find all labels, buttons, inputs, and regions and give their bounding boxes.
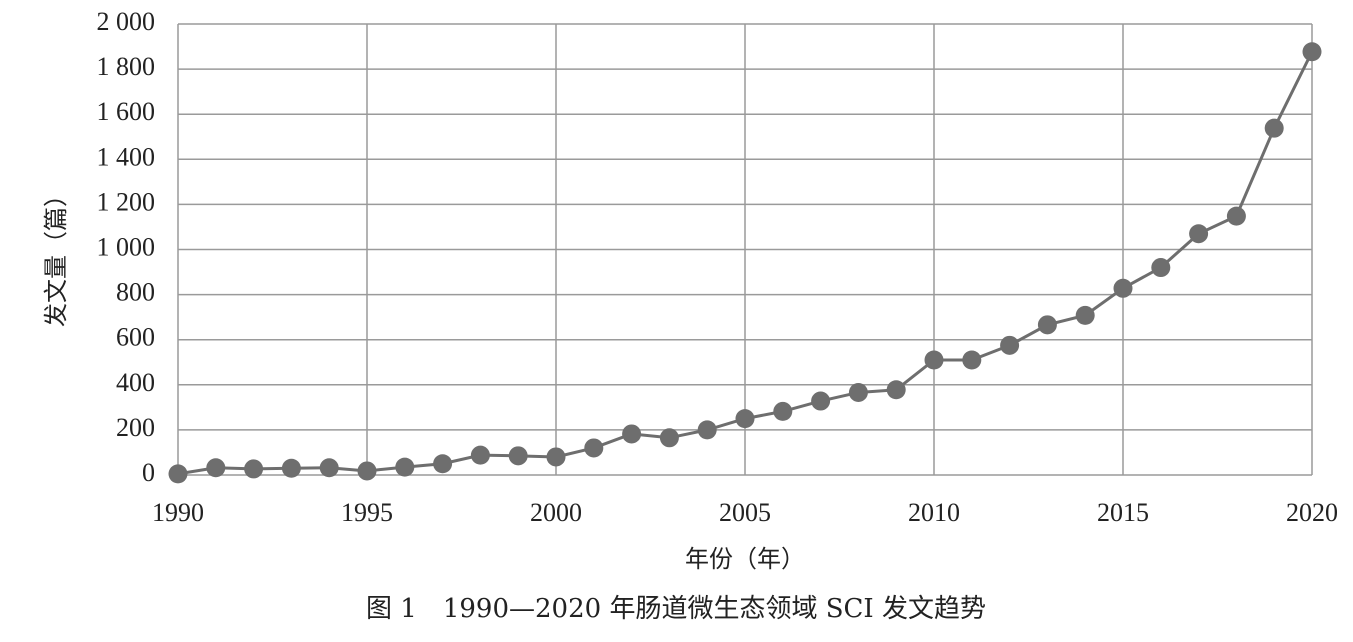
data-point-2012 — [1000, 335, 1020, 355]
y-tick-label: 600 — [116, 323, 155, 352]
x-tick-label: 2015 — [1097, 498, 1149, 527]
y-tick-label: 0 — [142, 458, 155, 487]
data-point-1994 — [319, 458, 339, 478]
data-point-1990 — [168, 464, 188, 484]
data-point-1998 — [470, 445, 490, 465]
x-tick-label: 2010 — [908, 498, 960, 527]
y-tick-label: 800 — [116, 278, 155, 307]
y-tick-label: 2 000 — [97, 7, 156, 36]
data-point-2000 — [546, 447, 566, 467]
data-point-2013 — [1037, 315, 1057, 335]
data-point-2015 — [1113, 278, 1133, 298]
data-point-2008 — [848, 382, 868, 402]
y-tick-label: 1 800 — [97, 52, 156, 81]
data-point-2017 — [1189, 224, 1209, 244]
x-tick-label: 1990 — [152, 498, 204, 527]
data-point-2005 — [735, 409, 755, 429]
x-tick-label: 2000 — [530, 498, 582, 527]
data-point-2020 — [1302, 42, 1322, 62]
gridlines — [177, 23, 1313, 476]
data-point-2010 — [924, 350, 944, 370]
data-point-1999 — [508, 446, 528, 466]
x-axis-label: 年份（年） — [685, 545, 805, 573]
data-point-1997 — [433, 454, 453, 474]
data-point-2003 — [659, 428, 679, 448]
data-point-2018 — [1226, 206, 1246, 226]
data-point-2011 — [962, 350, 982, 370]
data-point-1995 — [357, 461, 377, 481]
data-point-2016 — [1151, 258, 1171, 278]
x-tick-label: 2020 — [1286, 498, 1338, 527]
y-tick-label: 1 400 — [97, 142, 156, 171]
data-point-2001 — [584, 438, 604, 458]
data-point-2006 — [773, 401, 793, 421]
data-point-1993 — [281, 458, 301, 478]
data-point-2004 — [697, 420, 717, 440]
series-layer — [168, 42, 1322, 484]
data-point-2014 — [1075, 305, 1095, 325]
x-tick-label: 2005 — [719, 498, 771, 527]
y-tick-label: 1 000 — [97, 232, 156, 261]
data-point-2009 — [886, 380, 906, 400]
y-tick-label: 1 200 — [97, 187, 156, 216]
data-point-1991 — [206, 458, 226, 478]
data-point-1996 — [395, 457, 415, 477]
x-tick-label: 1995 — [341, 498, 393, 527]
data-point-1992 — [244, 459, 264, 479]
y-tick-label: 200 — [116, 413, 155, 442]
y-axis-ticks: 0 200 400 600 800 1 000 1 200 1 400 1 600 1 800 2 … — [97, 7, 156, 487]
y-tick-label: 1 600 — [97, 97, 156, 126]
data-point-2002 — [622, 424, 642, 444]
y-axis-label: 发文量（篇） — [42, 183, 70, 327]
y-tick-label: 400 — [116, 368, 155, 397]
data-point-2019 — [1264, 118, 1284, 138]
figure-caption: 图 1 1990—2020 年肠道微生态领域 SCI 发文趋势 — [366, 594, 986, 624]
data-point-2007 — [811, 391, 831, 411]
x-axis-ticks: 1990 1995 2000 2005 2010 2015 2020 — [152, 498, 1338, 527]
